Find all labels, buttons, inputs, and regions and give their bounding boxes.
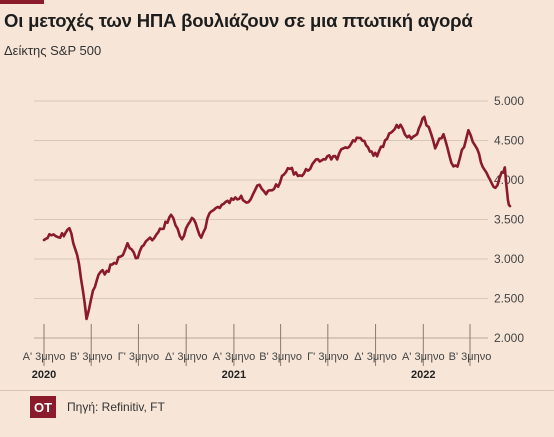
source-note: Πηγή: Refinitiv, FT bbox=[67, 400, 165, 414]
y-tick-label: 4.000 bbox=[494, 173, 524, 187]
year-label: 2021 bbox=[222, 369, 246, 381]
x-tick-label: Γ' 3μηνο bbox=[307, 351, 348, 363]
gridlines bbox=[34, 100, 488, 339]
line-chart: 2.000 2.500 3.000 3.500 4.000 4.500 5.000 Α' 3… bbox=[23, 94, 525, 381]
y-tick-label: 4.500 bbox=[494, 134, 524, 148]
series-line-sp500 bbox=[42, 115, 512, 321]
x-tick-label: Γ' 3μηνο bbox=[118, 351, 159, 363]
y-tick-label: 2.500 bbox=[494, 292, 524, 306]
year-label: 2020 bbox=[32, 369, 56, 381]
x-tick-label: Δ' 3μηνο bbox=[165, 351, 208, 363]
publisher-logo: OT bbox=[30, 396, 56, 418]
x-tick-label: Β' 3μηνο bbox=[70, 351, 113, 363]
y-tick-label: 3.500 bbox=[494, 213, 524, 227]
brand-accent-bar bbox=[0, 0, 44, 4]
x-tick-label: Α' 3μηνο bbox=[23, 351, 66, 363]
chart-title: Οι μετοχές των ΗΠΑ βουλιάζουν σε μια πτω… bbox=[4, 10, 473, 31]
y-tick-label: 5.000 bbox=[494, 94, 524, 108]
year-label: 2022 bbox=[411, 369, 435, 381]
x-tick-label: Α' 3μηνο bbox=[402, 351, 445, 363]
y-tick-label: 3.000 bbox=[494, 252, 524, 266]
y-tick-label: 2.000 bbox=[494, 331, 524, 345]
series-layer bbox=[42, 115, 512, 321]
x-tick-label: Β' 3μηνο bbox=[259, 351, 302, 363]
y-axis-labels: 2.000 2.500 3.000 3.500 4.000 4.500 5.000 bbox=[494, 94, 524, 345]
x-tick-label: Α' 3μηνο bbox=[213, 351, 256, 363]
x-axis: Α' 3μηνο Β' 3μηνο Γ' 3μηνο Δ' 3μηνο Α' 3μηνο… bbox=[23, 324, 492, 381]
x-tick-label: Δ' 3μηνο bbox=[354, 351, 397, 363]
chart-subtitle: Δείκτης S&P 500 bbox=[4, 43, 102, 58]
footer-divider bbox=[0, 390, 554, 391]
x-tick-label: Β' 3μηνο bbox=[449, 351, 492, 363]
